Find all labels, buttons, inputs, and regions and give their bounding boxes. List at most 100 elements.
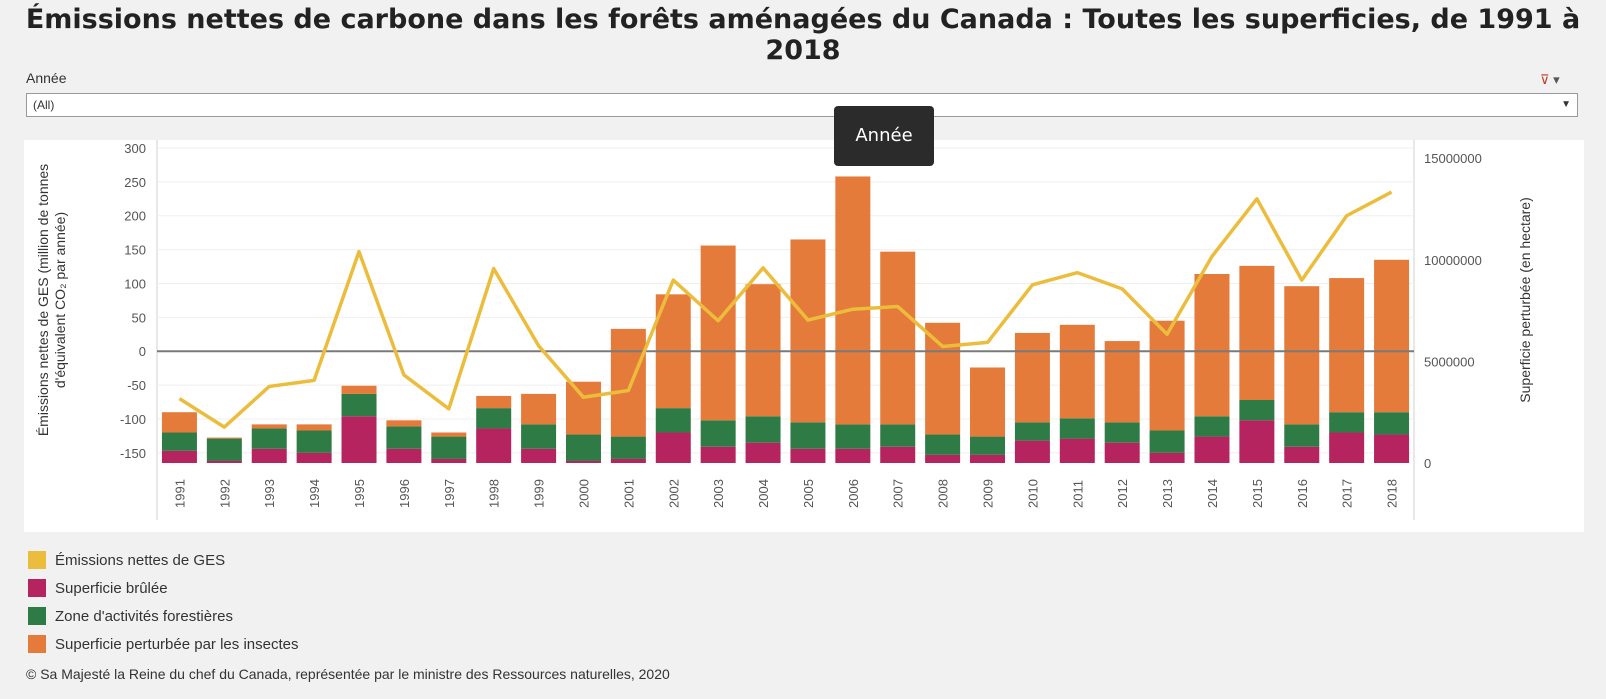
x-tick-label: 2010: [1025, 479, 1040, 508]
x-tick-label: 2003: [711, 479, 726, 508]
bar-segment: [476, 428, 512, 463]
emissions-line: [178, 190, 1393, 429]
bar-segment: [1284, 286, 1320, 425]
bar-segment: [521, 424, 557, 449]
bar-segment: [251, 448, 287, 463]
y-left-axis-title: Émissions nettes de GES (million de tonn…: [35, 164, 68, 436]
x-tick-label: 1995: [352, 479, 367, 508]
bar-segment: [1149, 452, 1185, 463]
bar-segment: [1329, 412, 1365, 433]
bar-segment: [1284, 446, 1320, 463]
x-tick-label: 1998: [487, 479, 502, 508]
bar-segment: [431, 436, 467, 459]
legend: Émissions nettes de GES Superficie brûlé…: [28, 546, 298, 658]
bar-segment: [386, 426, 422, 449]
bar-segment: [790, 448, 826, 463]
y-left-tick-label: -50: [127, 378, 146, 393]
bar-segment: [1014, 332, 1050, 423]
filter-menu[interactable]: ⊽ ▾: [1540, 72, 1560, 88]
legend-swatch: [28, 579, 46, 597]
bar-segment: [1059, 438, 1095, 463]
bar-segment: [1104, 341, 1140, 423]
bar-segment: [790, 422, 826, 449]
bar-segment: [1149, 320, 1185, 431]
x-tick-label: 2018: [1385, 479, 1400, 508]
y-left-tick-label: 100: [124, 276, 146, 291]
legend-swatch: [28, 635, 46, 653]
bar-segment: [431, 432, 467, 437]
bar-segment: [835, 424, 871, 449]
bar-segment: [925, 434, 961, 455]
bar-segment: [700, 245, 736, 421]
x-tick-label: 1994: [307, 479, 322, 508]
bar-segment: [1104, 422, 1140, 443]
dropdown-caret-icon[interactable]: ▼: [1561, 99, 1571, 110]
bar-segment: [1104, 442, 1140, 463]
legend-item-burned[interactable]: Superficie brûlée: [28, 574, 298, 602]
bar-segment: [1329, 432, 1365, 463]
bar-segment: [970, 436, 1006, 455]
chevron-down-icon[interactable]: ▾: [1553, 72, 1560, 87]
bar-segment: [610, 458, 646, 463]
bar-segment: [206, 437, 242, 439]
bar-segment: [610, 436, 646, 459]
x-tick-label: 2009: [981, 479, 996, 508]
bar-segment: [880, 446, 916, 463]
bar-segment: [655, 408, 691, 433]
bar-segment: [521, 448, 557, 463]
legend-item-insects[interactable]: Superficie perturbée par les insectes: [28, 630, 298, 658]
y-right-tick-label: 0: [1424, 456, 1431, 471]
bar-segment: [655, 432, 691, 463]
x-tick-label: 2004: [756, 479, 771, 508]
tooltip: Année: [834, 106, 934, 166]
x-tick-label: 2012: [1115, 479, 1130, 508]
x-tick-label: 1992: [217, 479, 232, 508]
x-tick-label: 1996: [397, 479, 412, 508]
bar-segment: [745, 284, 781, 417]
legend-item-emissions[interactable]: Émissions nettes de GES: [28, 546, 298, 574]
legend-swatch: [28, 607, 46, 625]
bar-segment: [565, 381, 601, 435]
x-tick-label: 1997: [442, 479, 457, 508]
bar-segment: [835, 448, 871, 463]
bar-segment: [1374, 434, 1410, 463]
bar-segment: [161, 412, 197, 433]
legend-swatch: [28, 551, 46, 569]
year-filter-select[interactable]: (All) ▼: [26, 93, 1578, 117]
x-tick-label: 2016: [1295, 479, 1310, 508]
bar-segment: [1374, 412, 1410, 435]
bar-segment: [565, 434, 601, 461]
bar-segment: [925, 454, 961, 463]
bar-segment: [610, 328, 646, 437]
bar-segment: [341, 416, 377, 463]
bar-segment: [970, 454, 1006, 463]
x-tick-label: 2011: [1070, 480, 1085, 508]
bar-segment: [700, 420, 736, 447]
bar-segment: [296, 430, 332, 453]
bar-segment: [1194, 416, 1230, 437]
bar-segment: [1014, 422, 1050, 441]
bar-segment: [1059, 324, 1095, 419]
bar-segment: [386, 448, 422, 463]
bar-segment: [1239, 265, 1275, 400]
x-tick-label: 2008: [936, 479, 951, 508]
y-left-tick-label: 150: [124, 243, 146, 258]
bar-segment: [296, 424, 332, 431]
x-tick-label: 2002: [666, 479, 681, 508]
bar-segment: [745, 416, 781, 443]
legend-label: Émissions nettes de GES: [55, 551, 226, 569]
legend-label: Superficie brûlée: [55, 579, 168, 597]
bar-segment: [1239, 420, 1275, 463]
legend-label: Zone d'activités forestières: [55, 607, 233, 625]
bar-segment: [835, 176, 871, 425]
year-filter-value: (All): [33, 98, 55, 112]
clear-filter-icon[interactable]: ⊽: [1540, 72, 1550, 87]
bar-segment: [745, 442, 781, 463]
bar-segment: [970, 367, 1006, 437]
bar-segment: [880, 251, 916, 425]
bar-segment: [341, 393, 377, 417]
legend-item-harvest[interactable]: Zone d'activités forestières: [28, 602, 298, 630]
bar-segment: [476, 408, 512, 429]
bar-segment: [1329, 278, 1365, 413]
x-tick-label: 2007: [891, 479, 906, 508]
